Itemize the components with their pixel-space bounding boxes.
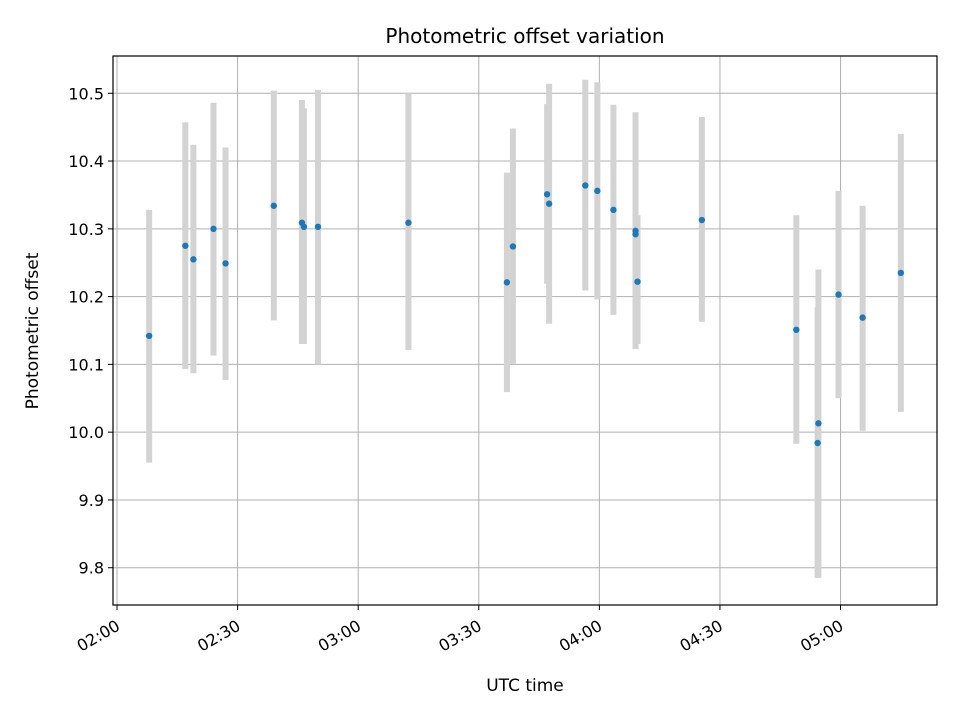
y-tick-label: 10.2: [68, 288, 104, 307]
y-ticks: 9.8 9.9 10.0 10.1 10.2 10.3 10.4 10.5: [68, 84, 113, 578]
data-point: [815, 420, 822, 427]
data-point: [300, 223, 308, 230]
data-point: [793, 326, 800, 334]
data-point: [897, 269, 905, 277]
data-point: [222, 260, 229, 267]
data-point: [503, 279, 511, 286]
y-tick-label: 10.4: [68, 152, 104, 171]
data-point: [182, 242, 189, 249]
data-point: [594, 187, 601, 195]
data-point: [698, 216, 706, 224]
data-point: [859, 314, 866, 321]
data-point: [814, 439, 821, 447]
y-axis-label: Photometric offset: [23, 252, 43, 409]
data-point: [545, 200, 553, 207]
data-point: [314, 223, 322, 230]
data-point: [145, 332, 153, 340]
data-point: [632, 231, 639, 238]
markers: [145, 182, 905, 447]
data-point: [190, 256, 197, 263]
data-point: [610, 206, 617, 214]
data-point: [634, 278, 641, 285]
y-tick-label: 10.5: [68, 84, 104, 103]
data-point: [270, 202, 277, 209]
x-axis-label: UTC time: [486, 676, 564, 696]
data-point: [405, 219, 412, 226]
y-tick-label: 10.3: [68, 220, 104, 239]
data-point: [582, 182, 589, 189]
data-point: [835, 291, 842, 298]
y-tick-label: 10.1: [68, 355, 104, 374]
grid: [113, 56, 937, 605]
y-tick-label: 9.8: [79, 559, 104, 578]
data-point: [509, 243, 517, 250]
plot-frame: [112, 55, 938, 606]
data-point: [210, 225, 217, 233]
data-point: [543, 191, 551, 198]
y-tick-label: 10.0: [68, 423, 104, 442]
chart-title: Photometric offset variation: [385, 24, 664, 48]
y-tick-label: 9.9: [79, 491, 104, 510]
